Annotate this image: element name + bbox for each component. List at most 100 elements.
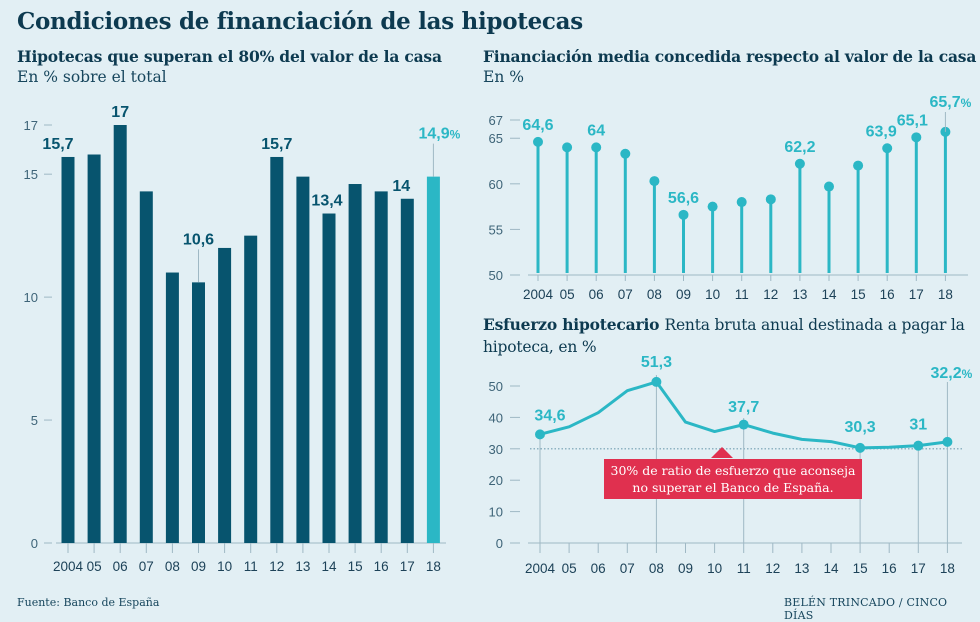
bar bbox=[426, 176, 440, 543]
y-tick-label: 30 bbox=[489, 442, 503, 457]
bar bbox=[165, 272, 179, 543]
data-label: 15,7 bbox=[42, 136, 73, 153]
y-tick-label: 50 bbox=[489, 379, 503, 394]
x-tick-label: 14 bbox=[321, 559, 337, 574]
x-tick-label: 07 bbox=[618, 287, 633, 302]
x-tick-label: 15 bbox=[853, 561, 868, 576]
x-tick-label: 05 bbox=[560, 287, 575, 302]
lollipop-dot bbox=[707, 201, 718, 212]
line-point bbox=[738, 419, 749, 430]
lollipop-dot bbox=[591, 142, 602, 153]
lollipop-dot bbox=[649, 176, 660, 187]
x-tick-label: 2004 bbox=[53, 559, 84, 574]
x-tick-label: 07 bbox=[139, 559, 154, 574]
y-tick-label: 60 bbox=[489, 177, 503, 192]
line-chart-subtitle: Renta bruta anual destinada a pagar la h… bbox=[483, 316, 965, 356]
bar bbox=[270, 156, 284, 543]
threshold-annotation: 30% de ratio de esfuerzo que aconseja no… bbox=[604, 459, 862, 499]
data-label: 30,3 bbox=[845, 419, 876, 436]
x-tick-label: 13 bbox=[792, 287, 807, 302]
x-tick-label: 16 bbox=[374, 559, 389, 574]
data-label: 15,7 bbox=[261, 136, 292, 153]
lollipop-dot bbox=[853, 160, 864, 171]
x-tick-label: 18 bbox=[940, 561, 955, 576]
y-tick-label: 10 bbox=[489, 505, 503, 520]
line-point bbox=[913, 440, 924, 451]
lollipop-dot bbox=[533, 136, 543, 147]
x-tick-label: 16 bbox=[880, 287, 895, 302]
data-label: 32,2% bbox=[930, 365, 972, 382]
bar bbox=[322, 213, 336, 544]
data-label: 62,2 bbox=[784, 139, 815, 156]
main-title: Condiciones de financiación de las hipot… bbox=[17, 8, 583, 35]
y-tick-label: 15 bbox=[24, 167, 38, 182]
annotation-arrow bbox=[711, 447, 733, 458]
data-label: 65,7% bbox=[929, 94, 971, 111]
data-label: 14,9% bbox=[418, 126, 460, 143]
data-label: 14 bbox=[392, 178, 410, 195]
bar bbox=[61, 156, 75, 543]
lollipop-dot bbox=[765, 194, 776, 205]
data-label: 37,7 bbox=[728, 399, 759, 416]
x-tick-label: 17 bbox=[400, 559, 415, 574]
lollipop-dot bbox=[911, 132, 922, 143]
x-tick-label: 16 bbox=[882, 561, 897, 576]
x-tick-label: 11 bbox=[244, 559, 258, 574]
y-tick-label: 67 bbox=[489, 113, 503, 128]
x-tick-label: 11 bbox=[735, 287, 749, 302]
x-tick-label: 11 bbox=[737, 561, 751, 576]
lollipop-dot bbox=[824, 181, 834, 192]
y-tick-label: 20 bbox=[489, 473, 503, 488]
x-tick-label: 07 bbox=[620, 561, 635, 576]
y-tick-label: 0 bbox=[496, 536, 503, 551]
x-tick-label: 13 bbox=[295, 559, 310, 574]
x-tick-label: 08 bbox=[165, 559, 180, 574]
lollipop-chart-subtitle: En % bbox=[483, 68, 524, 86]
x-tick-label: 12 bbox=[765, 561, 780, 576]
x-tick-label: 09 bbox=[676, 287, 691, 302]
y-tick-label: 10 bbox=[24, 290, 38, 305]
data-label: 56,6 bbox=[668, 190, 699, 207]
x-tick-label: 10 bbox=[217, 559, 232, 574]
bar-chart-title: Hipotecas que superan el 80% del valor d… bbox=[17, 47, 442, 66]
y-tick-label: 0 bbox=[31, 536, 38, 551]
x-tick-label: 05 bbox=[562, 561, 577, 576]
line-point bbox=[855, 442, 866, 453]
line-point bbox=[651, 376, 662, 387]
bar bbox=[113, 125, 127, 543]
x-tick-label: 10 bbox=[707, 561, 722, 576]
bar-chart-subtitle: En % sobre el total bbox=[17, 68, 167, 86]
y-tick-label: 17 bbox=[24, 118, 38, 133]
x-tick-label: 14 bbox=[821, 287, 837, 302]
bar bbox=[374, 191, 388, 543]
x-tick-label: 08 bbox=[649, 561, 664, 576]
x-tick-label: 10 bbox=[705, 287, 720, 302]
data-label: 34,6 bbox=[534, 407, 565, 424]
x-tick-label: 17 bbox=[909, 287, 924, 302]
bar bbox=[348, 184, 362, 543]
y-tick-label: 65 bbox=[489, 131, 503, 146]
x-tick-label: 06 bbox=[591, 561, 606, 576]
y-tick-label: 40 bbox=[489, 410, 503, 425]
x-tick-label: 08 bbox=[647, 287, 662, 302]
data-label: 10,6 bbox=[183, 231, 214, 248]
data-label: 17 bbox=[111, 104, 129, 121]
x-tick-label: 06 bbox=[589, 287, 604, 302]
x-tick-label: 09 bbox=[678, 561, 693, 576]
lollipop-dot bbox=[678, 209, 689, 220]
x-tick-label: 18 bbox=[938, 287, 953, 302]
y-tick-label: 5 bbox=[31, 413, 38, 428]
x-tick-label: 18 bbox=[426, 559, 441, 574]
line-point bbox=[942, 436, 953, 447]
line-chart-title-block: Esfuerzo hipotecario Renta bruta anual d… bbox=[483, 314, 973, 358]
line-point bbox=[535, 429, 545, 440]
lollipop-dot bbox=[620, 148, 631, 159]
x-tick-label: 15 bbox=[348, 559, 363, 574]
x-tick-label: 12 bbox=[763, 287, 778, 302]
y-tick-label: 55 bbox=[489, 222, 503, 237]
data-label: 51,3 bbox=[641, 354, 672, 371]
bar bbox=[192, 282, 205, 543]
x-tick-label: 12 bbox=[269, 559, 284, 574]
x-tick-label: 17 bbox=[911, 561, 926, 576]
